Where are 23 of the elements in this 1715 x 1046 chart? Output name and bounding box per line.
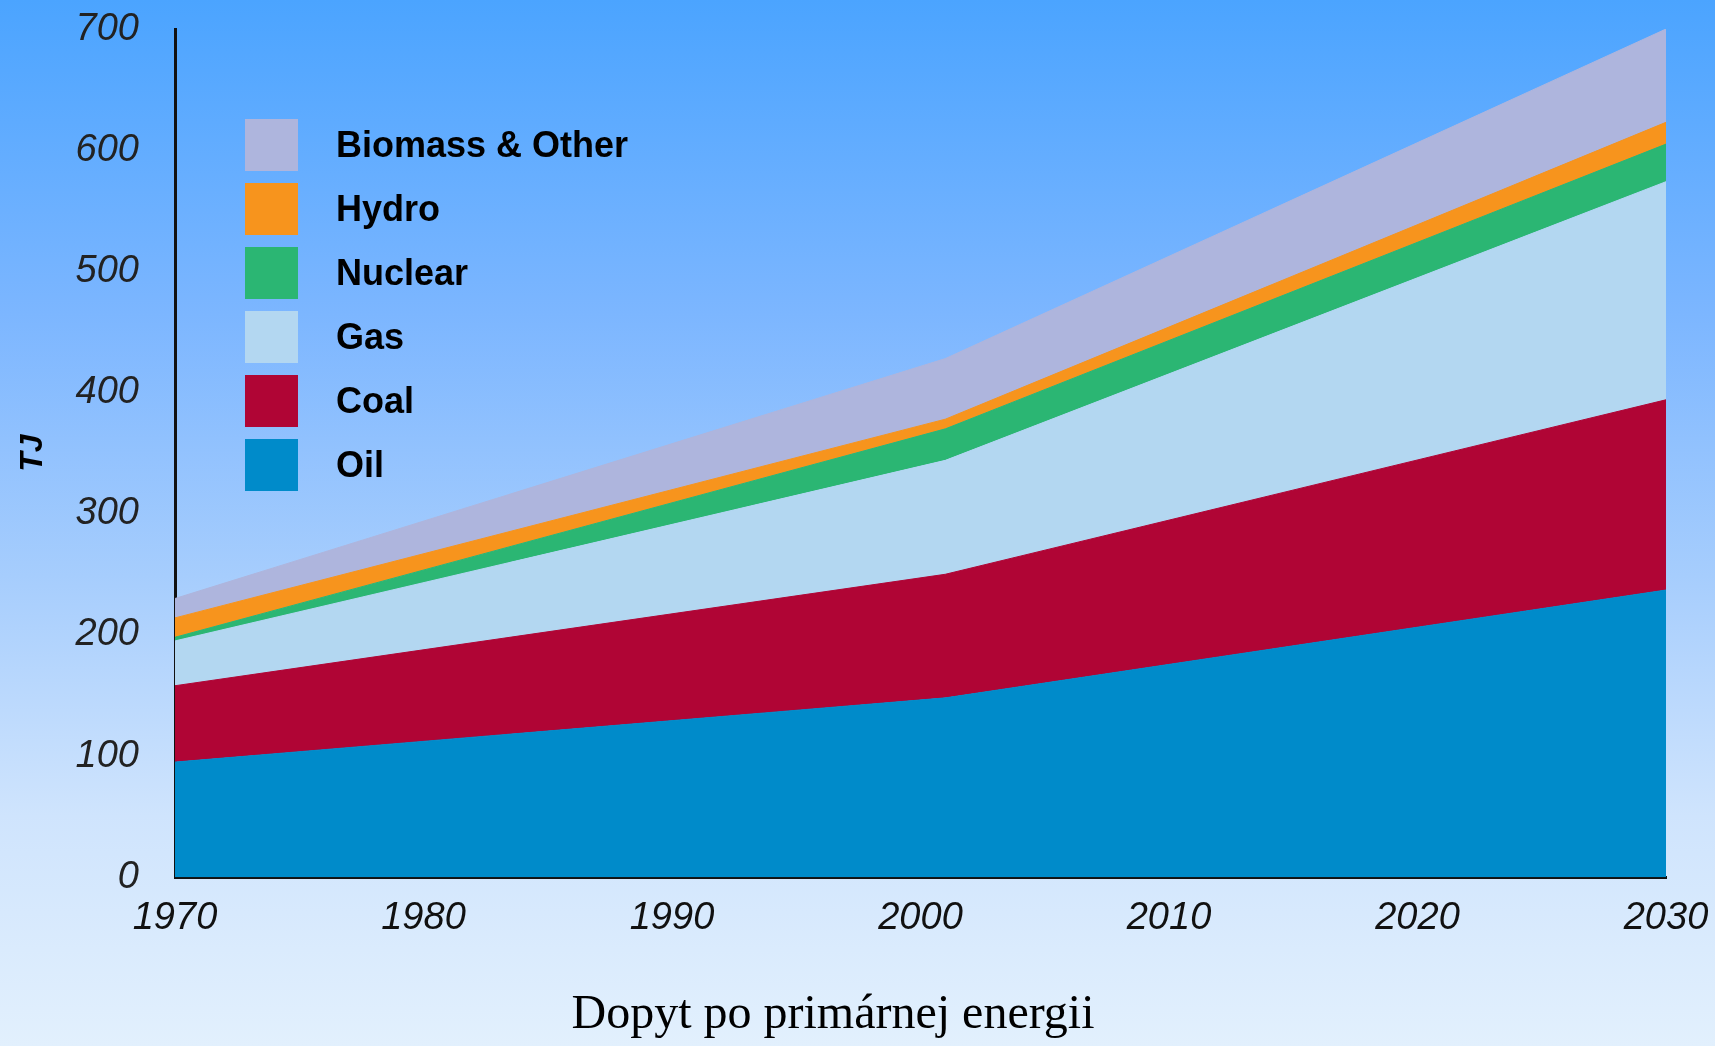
y-tick-label: 600 <box>75 126 139 169</box>
x-tick-label: 2020 <box>1374 894 1460 937</box>
legend-label: Coal <box>336 379 415 421</box>
x-tick-label: 2030 <box>1622 894 1709 937</box>
y-tick-label: 700 <box>75 5 139 48</box>
y-axis-title: TJ <box>13 433 50 472</box>
y-tick-label: 300 <box>75 490 139 533</box>
text: Dopyt po primárnej energii <box>571 985 1095 1039</box>
y-tick-label: 100 <box>75 732 139 775</box>
x-tick-label: 1990 <box>629 894 715 937</box>
legend-label: Hydro <box>336 187 441 229</box>
y-tick-label: 400 <box>75 369 139 412</box>
legend-label: Gas <box>336 315 405 357</box>
x-tick-label: 1970 <box>132 894 218 937</box>
y-tick-label: 500 <box>75 247 139 290</box>
legend-label: Oil <box>336 443 385 485</box>
x-tick-label: 1980 <box>381 894 466 937</box>
x-tick-label: 2010 <box>1125 894 1212 937</box>
legend-label: Nuclear <box>336 251 469 293</box>
y-tick-label: 0 <box>117 853 139 896</box>
x-tick-label: 2000 <box>877 894 963 937</box>
y-tick-label: 200 <box>74 611 139 654</box>
legend-label: Biomass & Other <box>336 123 629 165</box>
